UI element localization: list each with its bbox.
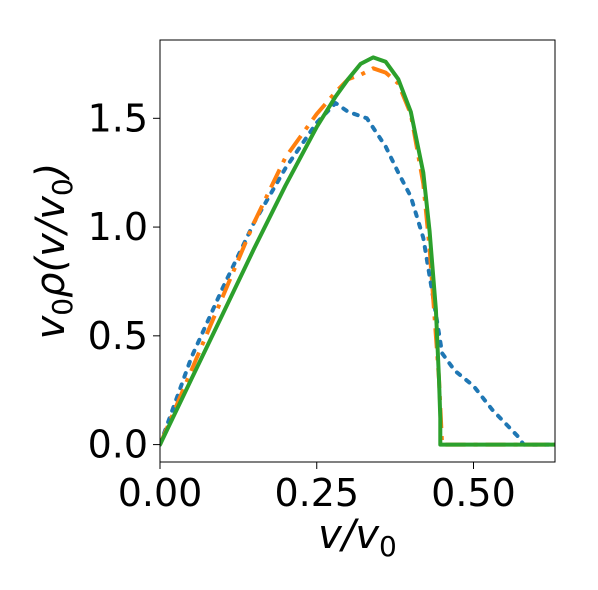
x-tick-label: 0.25 — [274, 471, 359, 515]
x-tick-label: 0.00 — [118, 471, 203, 515]
series-line-1 — [160, 101, 551, 447]
y-tick-label: 1.0 — [88, 205, 148, 249]
series-line-3 — [160, 55, 555, 447]
series-layer — [160, 55, 555, 447]
plot-frame — [159, 39, 556, 463]
y-axis-label: v0​ρ(v/v0​) — [28, 163, 79, 340]
y-tick-label: 0.0 — [88, 423, 148, 467]
x-tick-label: 0.50 — [431, 471, 516, 515]
x-axis-label: v/v0​ — [318, 512, 397, 563]
y-tick-label: 1.5 — [88, 96, 148, 140]
series-line-2 — [160, 66, 555, 447]
ticks-layer: 0.00 0.25 0.50 0.0 0.5 1.0 1.5 — [88, 96, 516, 515]
y-tick-label: 0.5 — [88, 314, 148, 358]
